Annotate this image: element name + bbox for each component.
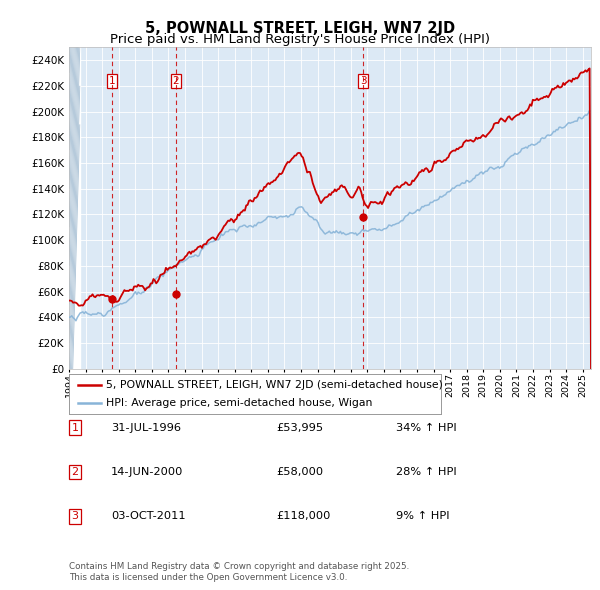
Text: £118,000: £118,000 — [276, 512, 331, 521]
Text: HPI: Average price, semi-detached house, Wigan: HPI: Average price, semi-detached house,… — [106, 398, 373, 408]
Text: 2: 2 — [71, 467, 79, 477]
Text: 31-JUL-1996: 31-JUL-1996 — [111, 423, 181, 432]
Text: 9% ↑ HPI: 9% ↑ HPI — [396, 512, 449, 521]
Text: 1: 1 — [109, 76, 115, 86]
Text: 5, POWNALL STREET, LEIGH, WN7 2JD: 5, POWNALL STREET, LEIGH, WN7 2JD — [145, 21, 455, 35]
Text: 14-JUN-2000: 14-JUN-2000 — [111, 467, 184, 477]
Text: £53,995: £53,995 — [276, 423, 323, 432]
Text: £58,000: £58,000 — [276, 467, 323, 477]
Text: 3: 3 — [71, 512, 79, 521]
Bar — [69, 47, 80, 369]
Text: 2: 2 — [173, 76, 179, 86]
Text: 1: 1 — [71, 423, 79, 432]
Text: 5, POWNALL STREET, LEIGH, WN7 2JD (semi-detached house): 5, POWNALL STREET, LEIGH, WN7 2JD (semi-… — [106, 380, 443, 390]
Text: Contains HM Land Registry data © Crown copyright and database right 2025.
This d: Contains HM Land Registry data © Crown c… — [69, 562, 409, 582]
Text: 28% ↑ HPI: 28% ↑ HPI — [396, 467, 457, 477]
Text: 03-OCT-2011: 03-OCT-2011 — [111, 512, 185, 521]
Text: 3: 3 — [360, 76, 367, 86]
Text: Price paid vs. HM Land Registry's House Price Index (HPI): Price paid vs. HM Land Registry's House … — [110, 33, 490, 46]
Text: 34% ↑ HPI: 34% ↑ HPI — [396, 423, 457, 432]
